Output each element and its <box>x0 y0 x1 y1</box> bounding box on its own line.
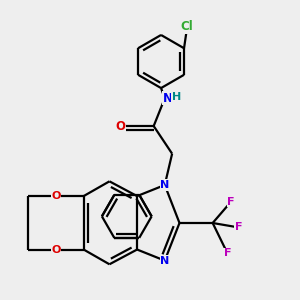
Text: N: N <box>160 256 170 266</box>
Text: N: N <box>160 180 170 190</box>
Text: Cl: Cl <box>180 20 193 33</box>
Text: O: O <box>51 191 61 201</box>
Text: O: O <box>116 119 126 133</box>
Text: F: F <box>224 248 231 258</box>
Text: N: N <box>163 92 173 105</box>
Text: F: F <box>227 196 235 207</box>
Text: F: F <box>235 222 242 233</box>
Text: H: H <box>172 92 181 102</box>
Text: O: O <box>51 244 61 254</box>
